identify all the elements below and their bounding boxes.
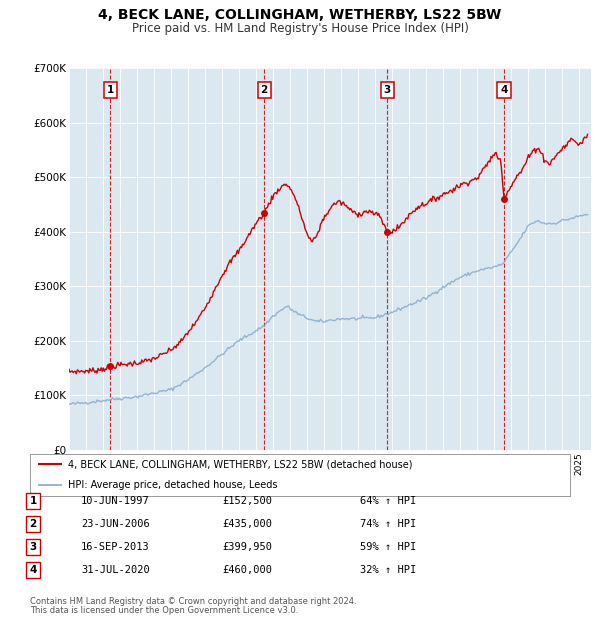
Text: This data is licensed under the Open Government Licence v3.0.: This data is licensed under the Open Gov… bbox=[30, 606, 298, 615]
Text: 1: 1 bbox=[29, 496, 37, 506]
Text: 2: 2 bbox=[260, 85, 268, 95]
Text: £435,000: £435,000 bbox=[222, 519, 272, 529]
Text: Contains HM Land Registry data © Crown copyright and database right 2024.: Contains HM Land Registry data © Crown c… bbox=[30, 597, 356, 606]
Text: £399,950: £399,950 bbox=[222, 542, 272, 552]
Text: 4: 4 bbox=[500, 85, 508, 95]
Text: 1: 1 bbox=[107, 85, 114, 95]
Text: 59% ↑ HPI: 59% ↑ HPI bbox=[360, 542, 416, 552]
Text: 4, BECK LANE, COLLINGHAM, WETHERBY, LS22 5BW (detached house): 4, BECK LANE, COLLINGHAM, WETHERBY, LS22… bbox=[68, 459, 412, 469]
Text: 32% ↑ HPI: 32% ↑ HPI bbox=[360, 565, 416, 575]
Text: 2: 2 bbox=[29, 519, 37, 529]
Text: 4: 4 bbox=[29, 565, 37, 575]
Text: 4, BECK LANE, COLLINGHAM, WETHERBY, LS22 5BW: 4, BECK LANE, COLLINGHAM, WETHERBY, LS22… bbox=[98, 8, 502, 22]
Text: 16-SEP-2013: 16-SEP-2013 bbox=[81, 542, 150, 552]
Text: 10-JUN-1997: 10-JUN-1997 bbox=[81, 496, 150, 506]
Text: HPI: Average price, detached house, Leeds: HPI: Average price, detached house, Leed… bbox=[68, 480, 277, 490]
Text: 3: 3 bbox=[383, 85, 391, 95]
Text: 64% ↑ HPI: 64% ↑ HPI bbox=[360, 496, 416, 506]
Text: 74% ↑ HPI: 74% ↑ HPI bbox=[360, 519, 416, 529]
Text: £152,500: £152,500 bbox=[222, 496, 272, 506]
Text: 31-JUL-2020: 31-JUL-2020 bbox=[81, 565, 150, 575]
Text: 3: 3 bbox=[29, 542, 37, 552]
Text: Price paid vs. HM Land Registry's House Price Index (HPI): Price paid vs. HM Land Registry's House … bbox=[131, 22, 469, 35]
Text: £460,000: £460,000 bbox=[222, 565, 272, 575]
Text: 23-JUN-2006: 23-JUN-2006 bbox=[81, 519, 150, 529]
